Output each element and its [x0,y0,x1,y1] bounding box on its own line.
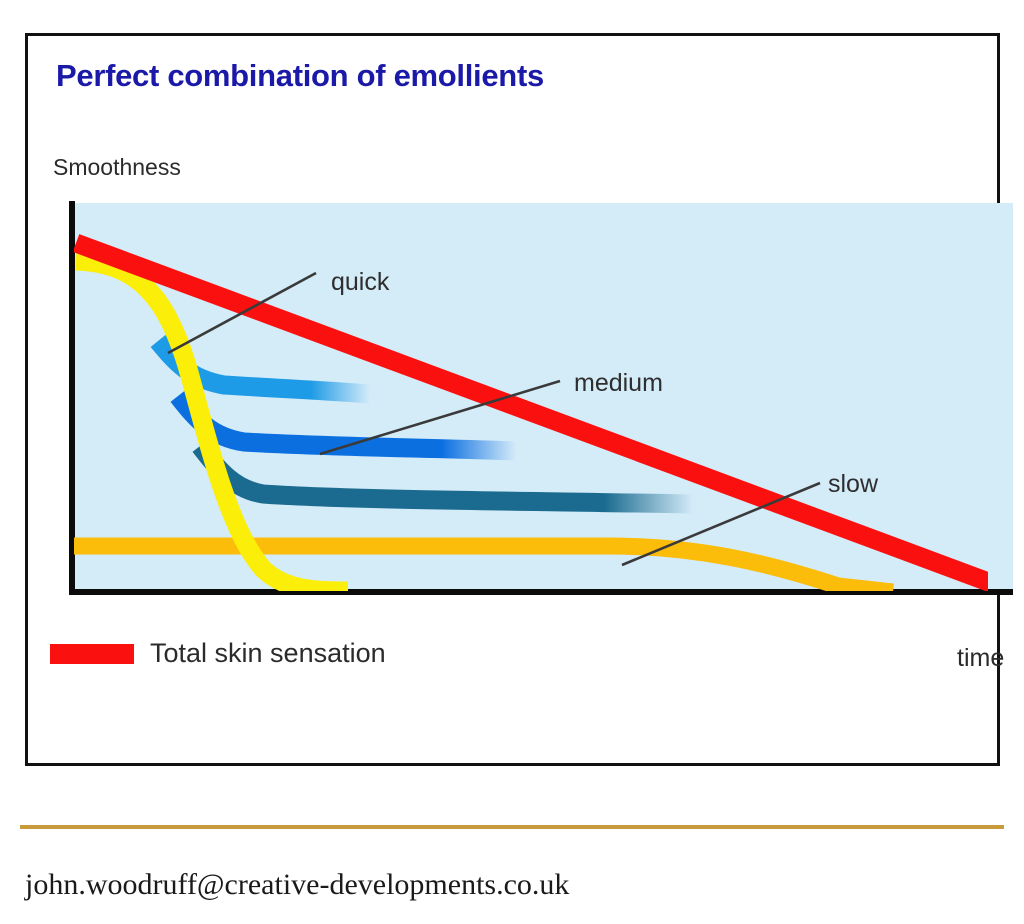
leader-line-slow [621,481,821,567]
annotation-quick: quick [331,268,390,296]
series-total-skin-sensation [74,234,988,591]
y-axis-label: Smoothness [53,154,181,180]
chart-legend: Total skin sensation [50,638,386,669]
series-slow-gold [74,537,894,591]
figure-frame: Perfect combination of emollients Smooth… [25,33,1013,766]
x-axis-line [69,589,1013,595]
leader-line-medium [319,379,561,456]
annotation-slow: slow [828,470,879,498]
legend-label-total-skin-sensation: Total skin sensation [150,638,386,668]
series-volatile-yellow [75,251,349,591]
annotation-medium: medium [574,369,663,397]
chart-curves [74,234,988,591]
x-axis-label: time [957,644,1005,672]
leader-line-quick [167,271,317,355]
footer-email: john.woodruff@creative-developments.co.u… [25,868,570,901]
footer-divider [20,825,1004,829]
series-medium [170,390,517,461]
y-axis-line [69,201,75,594]
page-title: Perfect combination of emollients [56,58,544,93]
plot-region [48,201,1013,631]
legend-swatch-total-skin-sensation [50,643,134,664]
